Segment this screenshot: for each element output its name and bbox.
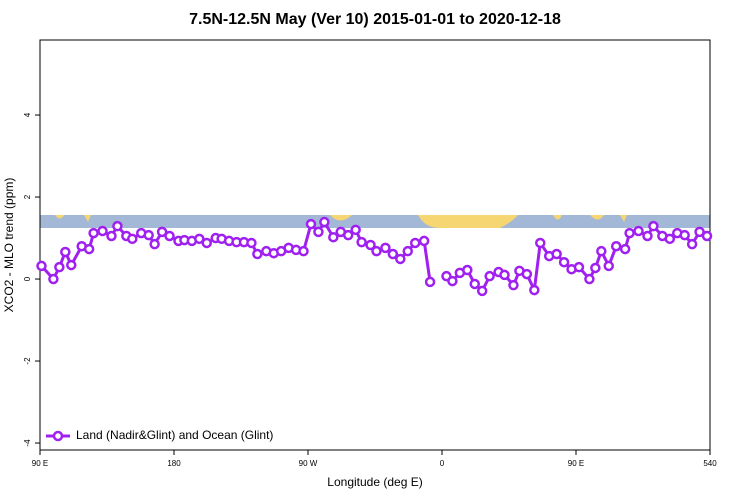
point-marker bbox=[624, 227, 635, 239]
point-marker bbox=[610, 240, 622, 252]
point-marker bbox=[395, 253, 406, 265]
point-marker bbox=[380, 242, 391, 254]
point-marker bbox=[97, 225, 108, 237]
point-marker bbox=[603, 260, 615, 272]
point-marker bbox=[143, 229, 154, 241]
point-marker bbox=[201, 237, 213, 249]
ocean-band bbox=[40, 215, 710, 228]
point-marker bbox=[584, 273, 595, 285]
point-marker bbox=[54, 261, 65, 273]
point-marker bbox=[508, 279, 519, 291]
x-tick-label: 540 bbox=[703, 459, 717, 468]
point-marker bbox=[424, 276, 436, 288]
point-marker bbox=[112, 220, 123, 232]
point-marker bbox=[521, 268, 533, 280]
legend-marker bbox=[52, 430, 64, 442]
legend-label: Land (Nadir&Glint) and Ocean (Glint) bbox=[76, 428, 273, 442]
point-marker bbox=[194, 233, 205, 245]
point-marker bbox=[350, 224, 361, 236]
x-tick-label: 90 E bbox=[32, 459, 48, 468]
y-tick-label: -4 bbox=[23, 439, 32, 447]
map-strip bbox=[40, 215, 710, 228]
point-marker bbox=[642, 230, 653, 242]
point-marker bbox=[305, 218, 317, 230]
point-marker bbox=[573, 261, 585, 273]
point-marker bbox=[156, 226, 168, 238]
land-shapes bbox=[55, 215, 627, 228]
point-marker bbox=[356, 236, 367, 248]
point-marker bbox=[469, 278, 481, 290]
x-axis-label: Longitude (deg E) bbox=[327, 475, 422, 489]
point-marker bbox=[246, 237, 257, 249]
point-marker bbox=[387, 248, 399, 260]
chart-title: 7.5N-12.5N May (Ver 10) 2015-01-01 to 20… bbox=[189, 11, 561, 28]
point-marker bbox=[371, 245, 382, 257]
point-marker bbox=[88, 227, 99, 239]
point-marker bbox=[648, 220, 659, 232]
point-marker bbox=[558, 256, 570, 268]
point-marker bbox=[551, 248, 562, 260]
point-marker bbox=[499, 269, 510, 281]
y-tick-label: 0 bbox=[23, 276, 32, 281]
point-marker bbox=[701, 230, 713, 242]
point-marker bbox=[149, 238, 160, 250]
point-marker bbox=[664, 233, 676, 245]
point-marker bbox=[686, 238, 698, 250]
x-tick-label: 180 bbox=[167, 459, 181, 468]
point-marker bbox=[679, 229, 690, 241]
point-marker bbox=[476, 285, 488, 297]
y-tick-label: 4 bbox=[23, 112, 32, 117]
point-marker bbox=[48, 273, 59, 285]
point-marker bbox=[252, 248, 263, 260]
point-marker bbox=[529, 284, 540, 296]
point-marker bbox=[342, 229, 354, 241]
point-marker bbox=[328, 231, 339, 243]
point-marker bbox=[484, 270, 495, 282]
plot-frame bbox=[39, 39, 711, 451]
point-marker bbox=[694, 226, 705, 238]
point-marker bbox=[619, 243, 631, 255]
point-marker bbox=[319, 216, 330, 228]
point-marker bbox=[535, 237, 546, 249]
point-marker bbox=[596, 245, 607, 257]
point-marker bbox=[106, 230, 117, 242]
point-marker bbox=[127, 233, 138, 245]
point-marker bbox=[83, 243, 95, 255]
point-marker bbox=[66, 259, 77, 271]
x-tick-label: 90 E bbox=[568, 459, 584, 468]
point-marker bbox=[402, 245, 414, 257]
point-marker bbox=[36, 260, 47, 272]
point-marker bbox=[298, 245, 309, 257]
x-tick-label: 90 W bbox=[299, 459, 318, 468]
y-axis-label: XCO2 - MLO trend (ppm) bbox=[2, 178, 16, 313]
point-marker bbox=[60, 246, 71, 258]
point-marker bbox=[365, 239, 376, 251]
x-tick-label: 0 bbox=[440, 459, 445, 468]
point-marker bbox=[164, 230, 175, 242]
point-marker bbox=[462, 264, 473, 276]
point-marker bbox=[633, 225, 644, 237]
point-marker bbox=[418, 235, 430, 247]
point-marker bbox=[447, 275, 458, 287]
point-marker bbox=[590, 262, 601, 274]
point-marker bbox=[409, 237, 421, 249]
y-tick-label: 2 bbox=[23, 194, 32, 199]
y-tick-label: -2 bbox=[23, 357, 32, 365]
point-marker bbox=[313, 226, 324, 238]
